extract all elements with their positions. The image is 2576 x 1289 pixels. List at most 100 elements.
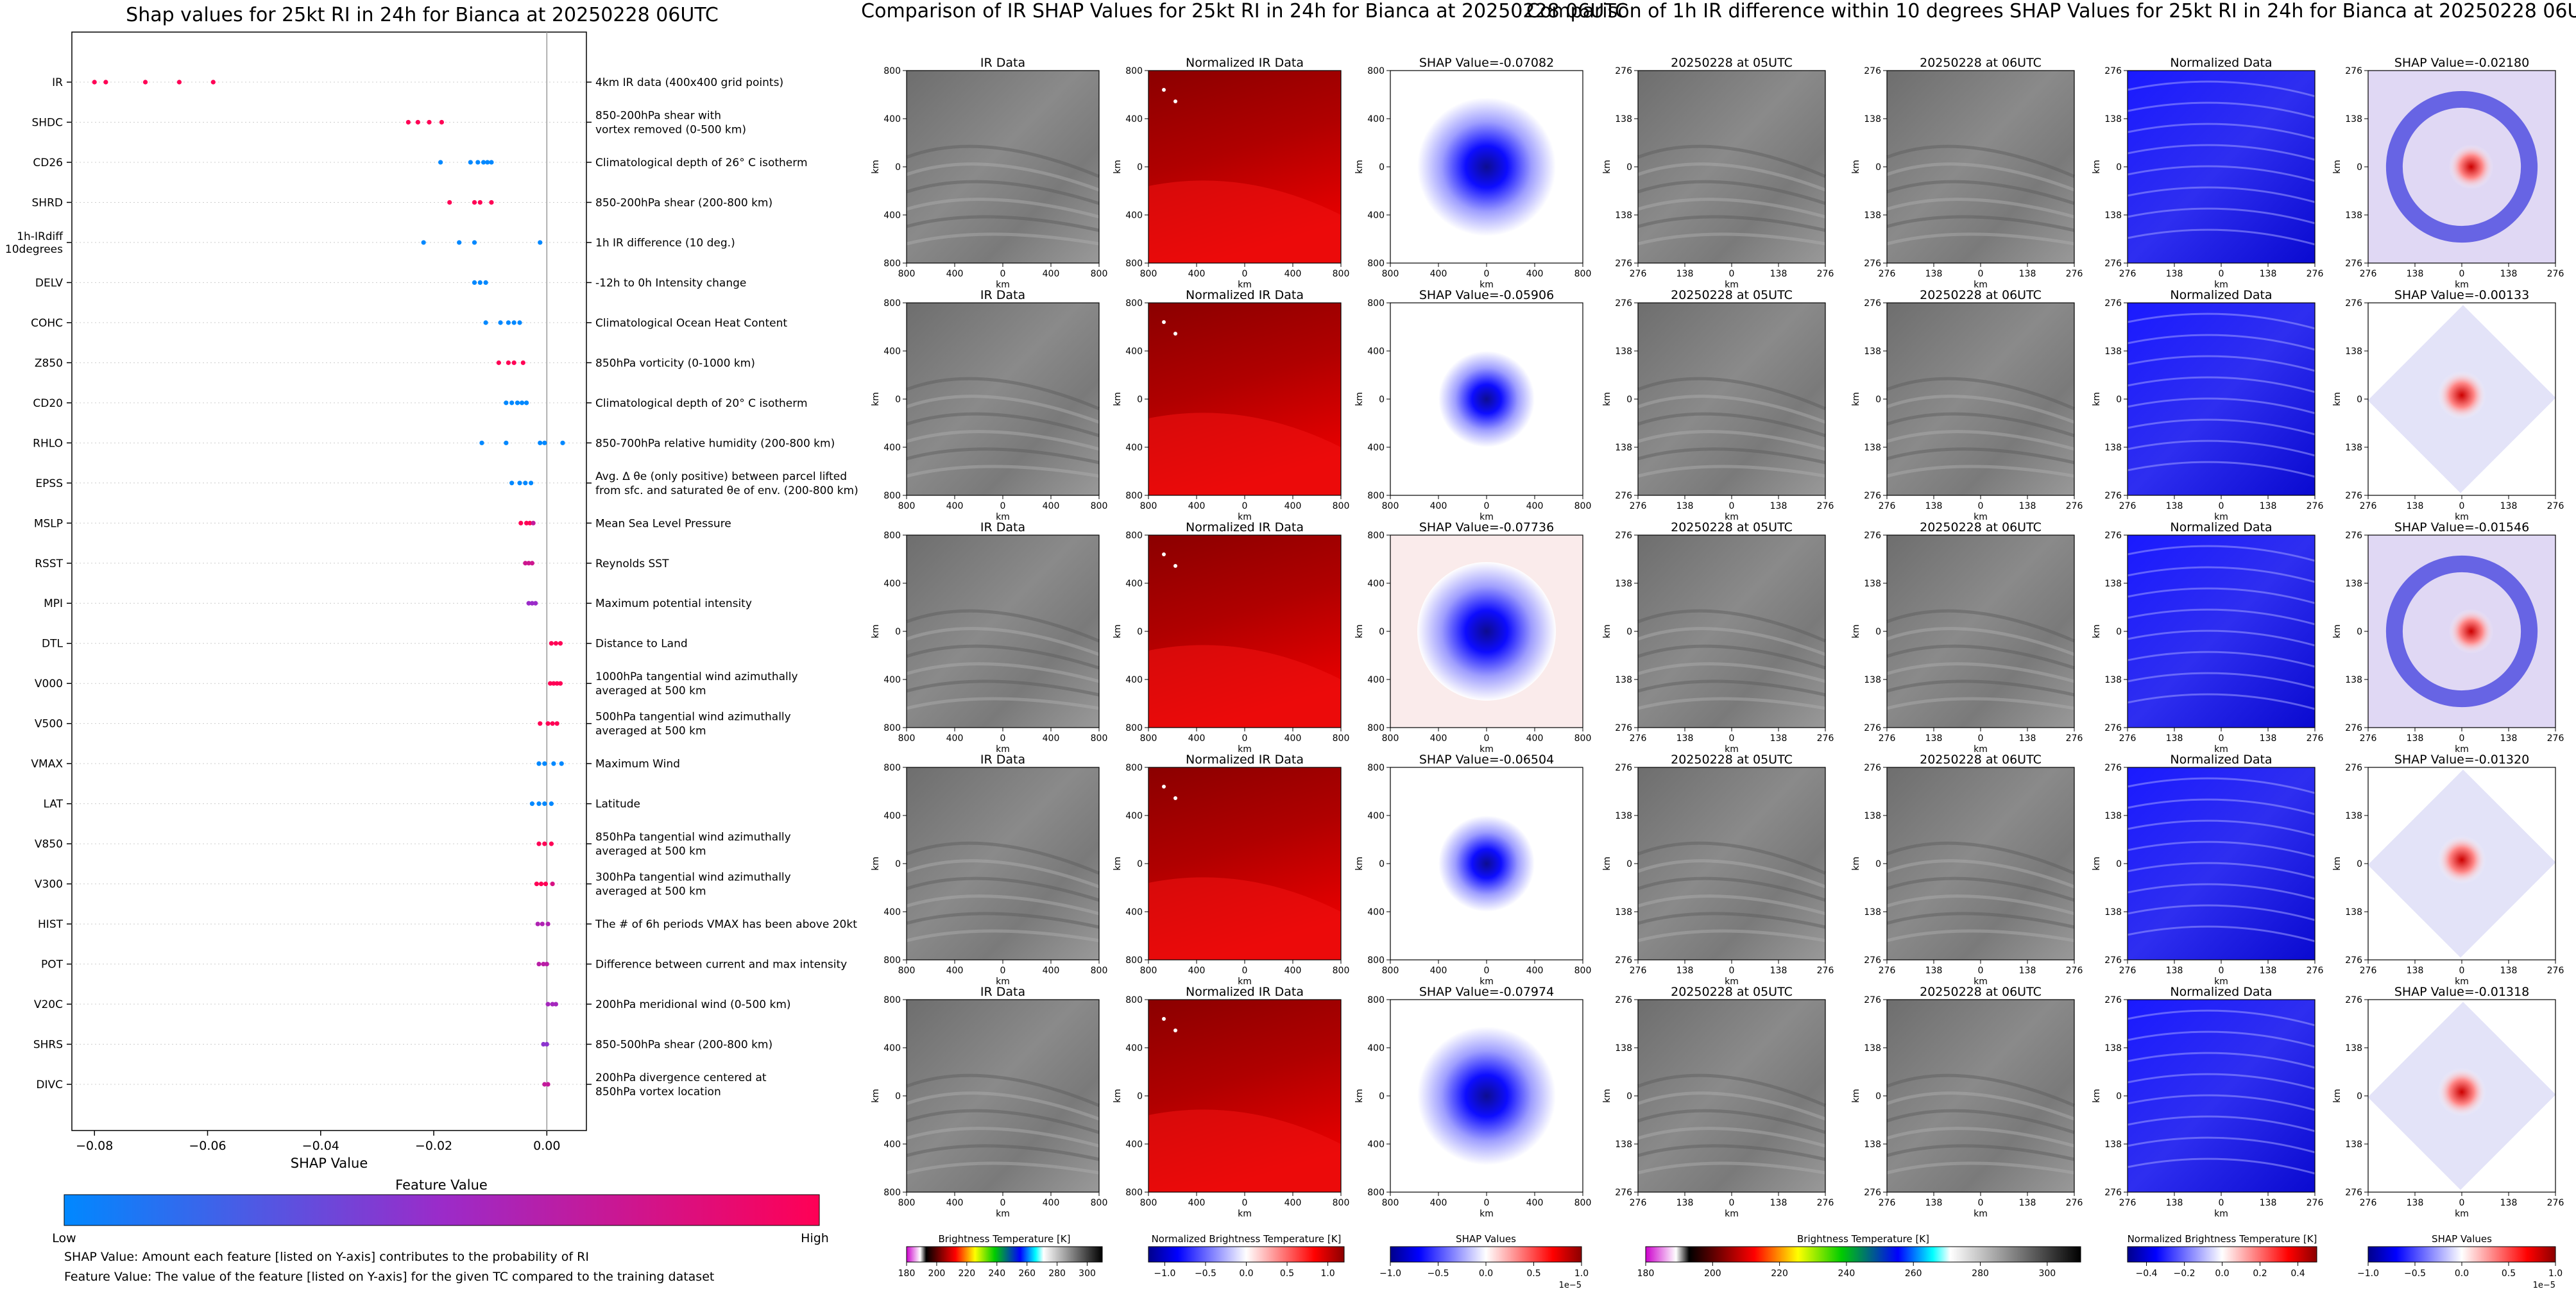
ytick-label: 276 bbox=[2104, 955, 2122, 966]
xtick-label: −0.04 bbox=[302, 1139, 339, 1153]
shap-point bbox=[405, 119, 411, 125]
xtick-label: 400 bbox=[1526, 269, 1544, 279]
shap-point bbox=[496, 360, 501, 365]
ytick-label: 800 bbox=[1367, 763, 1385, 773]
y-axis-label: km bbox=[1113, 857, 1123, 871]
xtick-label: 0 bbox=[1978, 269, 1984, 279]
xtick-label: −0.06 bbox=[189, 1139, 226, 1153]
cloud-band bbox=[1886, 430, 2075, 451]
xtick-label: 400 bbox=[1284, 501, 1302, 511]
ytick-label: 800 bbox=[883, 763, 901, 773]
cloud-band bbox=[1886, 627, 2075, 656]
feature-description: 850-700hPa relative humidity (200-800 km… bbox=[595, 437, 835, 450]
shap-point bbox=[544, 961, 549, 967]
shap-point bbox=[504, 440, 509, 445]
xtick-label: 400 bbox=[1043, 1198, 1060, 1208]
colorbar-tick-label: 220 bbox=[958, 1268, 975, 1279]
shap-point bbox=[541, 1041, 546, 1047]
feature-name: 10degrees bbox=[5, 243, 63, 256]
shap-point bbox=[509, 400, 515, 405]
ytick-label: 400 bbox=[883, 210, 901, 221]
xtick-label: 0 bbox=[2459, 966, 2465, 976]
cloud-band bbox=[1637, 929, 1826, 943]
xtick-label: 138 bbox=[2407, 501, 2424, 511]
shap-point bbox=[472, 280, 477, 285]
xtick-label: 276 bbox=[1817, 733, 1834, 744]
shap-point bbox=[536, 801, 542, 807]
xtick-label: 0 bbox=[2459, 269, 2465, 279]
cloud-band bbox=[1637, 144, 1826, 178]
cloud-band bbox=[1886, 841, 2075, 875]
xtick-label: 0 bbox=[1000, 501, 1006, 511]
x-axis-label: km bbox=[1974, 512, 1988, 522]
ytick-label: 276 bbox=[1615, 259, 1632, 269]
colorbar-label: SHAP Values bbox=[1456, 1233, 1516, 1245]
cloud-band bbox=[1637, 232, 1826, 246]
ytick-label: 276 bbox=[2345, 1188, 2362, 1198]
cloud-band bbox=[1637, 1144, 1826, 1161]
shap-point bbox=[526, 561, 531, 566]
panel-title: Normalized IR Data bbox=[1186, 56, 1304, 70]
cloud-band bbox=[1637, 876, 1826, 902]
normalized-streak bbox=[2127, 925, 2316, 943]
ytick-label: 276 bbox=[2104, 531, 2122, 541]
x-axis-label: km bbox=[2214, 977, 2228, 987]
shap-center-blob bbox=[1417, 98, 1556, 236]
shap-point bbox=[538, 721, 543, 726]
feature-description: averaged at 500 km bbox=[595, 725, 706, 738]
ytick-label: 138 bbox=[2104, 210, 2122, 221]
feature-description: 200hPa divergence centered at bbox=[595, 1071, 767, 1084]
cloud-band bbox=[906, 430, 1100, 451]
xtick-label: 800 bbox=[1382, 966, 1399, 976]
ytick-label: 138 bbox=[1864, 907, 1881, 918]
x-axis-label: km bbox=[2455, 512, 2469, 522]
cloud-band bbox=[1886, 377, 2075, 411]
cloud-band bbox=[906, 412, 1100, 438]
y-axis-label: km bbox=[2332, 857, 2342, 871]
feature-name: CD20 bbox=[33, 397, 63, 410]
panel-title: 20250228 at 05UTC bbox=[1671, 985, 1793, 999]
xtick-label: 400 bbox=[1430, 1198, 1447, 1208]
shap-center-blob bbox=[1417, 1027, 1556, 1165]
shap-point bbox=[550, 1002, 555, 1007]
ytick-label: 0 bbox=[1626, 627, 1632, 637]
ytick-label: 276 bbox=[2104, 1188, 2122, 1198]
ytick-label: 138 bbox=[2345, 1140, 2362, 1150]
shap-point bbox=[457, 240, 462, 245]
ytick-label: 276 bbox=[1864, 763, 1881, 773]
normalized-streak bbox=[2127, 1157, 2316, 1175]
ytick-label: 800 bbox=[883, 531, 901, 541]
normalized-streak bbox=[2127, 1094, 2316, 1111]
ytick-label: 0 bbox=[1379, 395, 1385, 405]
cloud-band bbox=[1886, 162, 2075, 192]
shap-point bbox=[543, 882, 549, 887]
shap-point bbox=[519, 400, 525, 405]
shap-point bbox=[515, 400, 520, 405]
ir-image bbox=[907, 767, 1099, 960]
y-axis-label: km bbox=[2092, 392, 2102, 406]
feature-name: DIVC bbox=[36, 1079, 63, 1091]
cloud-band bbox=[906, 1161, 1100, 1175]
panel-title: 20250228 at 06UTC bbox=[1920, 520, 2042, 534]
colorbar-exponent: 1e−5 bbox=[1559, 1281, 1582, 1289]
xtick-label: 138 bbox=[1770, 501, 1787, 511]
xtick-label: 400 bbox=[1430, 966, 1447, 976]
shap-point bbox=[550, 721, 555, 726]
feature-description: Avg. Δ θe (only positive) between parcel… bbox=[595, 470, 847, 483]
ytick-label: 276 bbox=[2104, 66, 2122, 76]
xtick-label: 138 bbox=[1925, 269, 1943, 279]
cloud-band bbox=[1886, 929, 2075, 943]
y-axis-label: km bbox=[1113, 392, 1123, 406]
island-marker bbox=[1173, 564, 1177, 568]
ytick-label: 138 bbox=[2104, 1140, 2122, 1150]
ytick-label: 400 bbox=[1367, 114, 1385, 124]
y-axis-label: km bbox=[1851, 624, 1861, 638]
feature-name: LAT bbox=[43, 798, 63, 811]
xtick-label: 276 bbox=[1630, 1198, 1647, 1208]
shap-ring bbox=[2385, 90, 2538, 243]
x-axis-label: km bbox=[1238, 744, 1252, 755]
shap-point bbox=[538, 882, 544, 887]
colorbar-low-label: Low bbox=[52, 1231, 76, 1245]
colorbar-label: SHAP Values bbox=[2432, 1233, 2492, 1245]
x-axis-label: km bbox=[1480, 744, 1494, 755]
